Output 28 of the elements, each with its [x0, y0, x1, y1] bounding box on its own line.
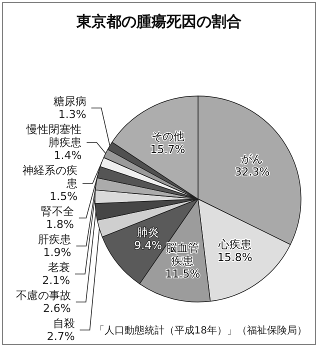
text: 「人口動態統計（平成18年）」（福祉保険局） [94, 324, 308, 336]
slice-label: 不慮の事故 [16, 289, 71, 302]
data-label: 11.5% [165, 268, 200, 280]
data-label: 2.7% [46, 330, 75, 343]
data-label: 1.5% [50, 190, 78, 203]
slice-label: 脳血管疾患 [166, 242, 200, 268]
slice-label: 自殺 [52, 317, 75, 330]
data-label: 9.4% [134, 238, 162, 252]
data-label: 15.8% [217, 251, 252, 264]
slice-label: 肝疾患 [38, 233, 72, 246]
data-label: 15.7% [150, 142, 186, 156]
data-label: 1.3% [58, 108, 86, 121]
slice-label: 糖尿病 [53, 95, 86, 108]
slice-label: 肺炎 [137, 226, 160, 239]
slice-label: 老衰 [48, 261, 70, 274]
chart-title: 東京都の腫瘍死因の割合 [76, 12, 242, 30]
data-label: 32.3% [234, 165, 270, 178]
data-label: 2.1% [42, 274, 70, 287]
slice-label: その他 [151, 130, 184, 143]
slice-label: 神経系の疾患 [22, 164, 78, 190]
slice-label: 腎不全 [40, 205, 74, 218]
data-label: 1.4% [54, 149, 82, 162]
slice-label: がん [241, 152, 264, 166]
data-label: 2.6% [42, 302, 71, 315]
slice-label: 慢性閉塞性肺疾患 [26, 123, 82, 149]
slice-label: 心疾患 [217, 238, 252, 252]
data-label: 1.9% [43, 246, 72, 259]
data-label: 1.8% [46, 218, 74, 231]
